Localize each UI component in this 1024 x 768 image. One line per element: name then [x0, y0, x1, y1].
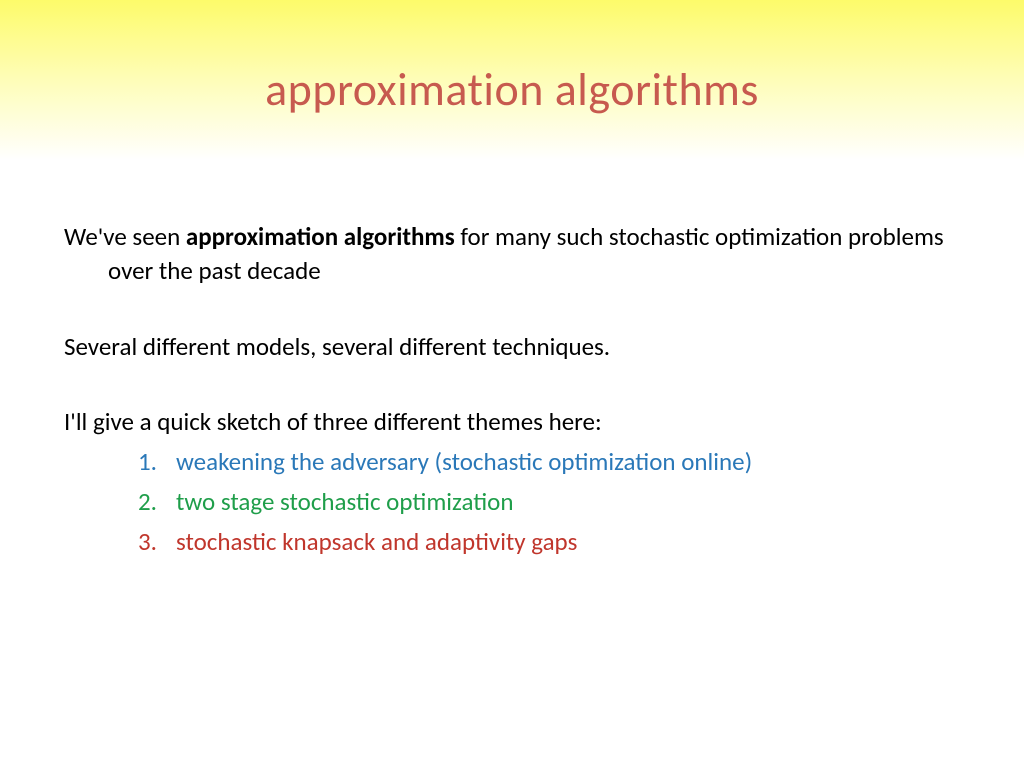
para1-lead: We've seen: [64, 221, 186, 252]
paragraph-models: Several different models, several differ…: [64, 330, 960, 364]
list-number: 3.: [138, 525, 176, 559]
list-number: 2.: [138, 485, 176, 519]
paragraph-intro: We've seen approximation algorithms for …: [64, 220, 960, 288]
list-item: 2. two stage stochastic optimization: [138, 485, 960, 519]
list-text: stochastic knapsack and adaptivity gaps: [176, 525, 577, 559]
header-band: approximation algorithms: [0, 0, 1024, 160]
list-item: 1. weakening the adversary (stochastic o…: [138, 445, 960, 479]
para1-bold: approximation algorithms: [186, 221, 455, 252]
list-number: 1.: [138, 445, 176, 479]
slide-content: We've seen approximation algorithms for …: [0, 160, 1024, 558]
list-text: two stage stochastic optimization: [176, 485, 513, 519]
themes-block: I'll give a quick sketch of three differ…: [64, 405, 960, 558]
list-text: weakening the adversary (stochastic opti…: [176, 445, 752, 479]
slide-title: approximation algorithms: [265, 62, 759, 118]
list-item: 3. stochastic knapsack and adaptivity ga…: [138, 525, 960, 559]
paragraph-themes-intro: I'll give a quick sketch of three differ…: [64, 405, 960, 439]
themes-list: 1. weakening the adversary (stochastic o…: [64, 445, 960, 558]
